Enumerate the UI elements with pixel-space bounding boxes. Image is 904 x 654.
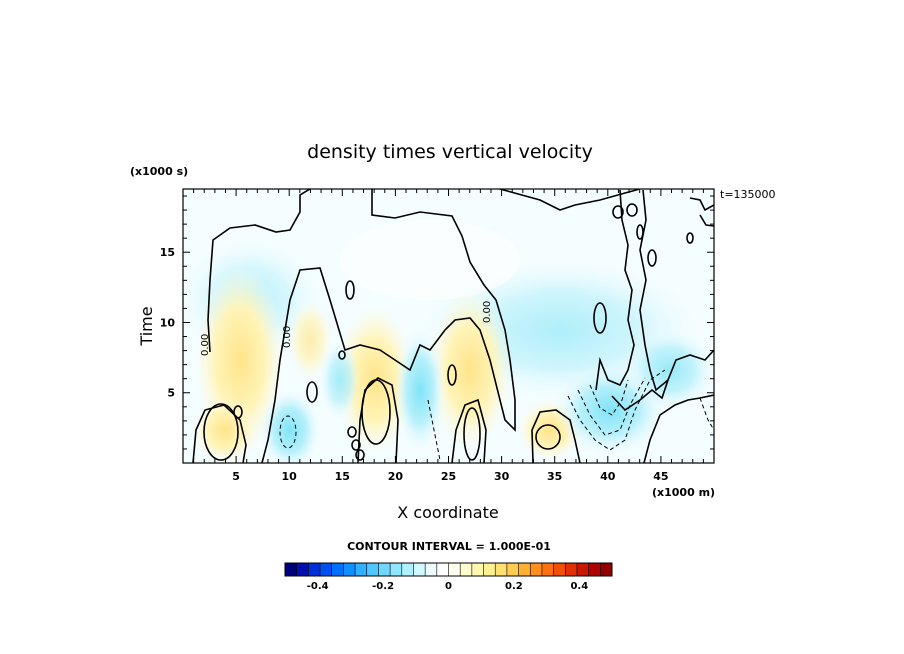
zero-contour-label: 0.00: [282, 326, 293, 348]
colorbar-swatch: [401, 563, 414, 576]
colorbar-swatch: [483, 563, 496, 576]
y-axis-label: Time: [137, 306, 156, 346]
shading-layer: [183, 189, 714, 463]
colorbar-swatch: [285, 563, 298, 576]
axes: 5 10 15 20 25 30 35 40 45 5 10 15: [160, 189, 714, 483]
x-tick-label: 15: [335, 470, 350, 483]
colorbar-swatch: [530, 563, 543, 576]
colorbar-swatch: [331, 563, 344, 576]
colorbar-swatch: [296, 563, 309, 576]
colorbar-tick-label: 0.2: [505, 581, 523, 592]
contour-interval-text: CONTOUR INTERVAL = 1.000E-01: [347, 540, 551, 553]
colorbar-swatch: [518, 563, 531, 576]
colorbar-swatch: [436, 563, 449, 576]
colorbar-swatch: [366, 563, 379, 576]
colorbar-frame: [284, 562, 613, 577]
colorbar-swatch: [308, 563, 321, 576]
y-tick-label: 15: [160, 246, 175, 259]
x-axis-label: X coordinate: [397, 503, 498, 522]
colorbar-swatch: [460, 563, 473, 576]
colorbar-swatch: [425, 563, 438, 576]
colorbar: -0.4 -0.2 0 0.2 0.4: [284, 562, 613, 592]
x-tick-label: 30: [494, 470, 510, 483]
colorbar-swatch: [541, 563, 555, 576]
colorbar-swatch: [448, 563, 461, 576]
y-units-label: (x1000 s): [130, 165, 188, 178]
colorbar-tick-label: 0: [445, 581, 452, 592]
colorbar-swatch: [600, 563, 613, 576]
zero-contour-label: 0.00: [482, 301, 493, 323]
colorbar-swatch: [413, 563, 426, 576]
colorbar-swatch: [576, 563, 590, 576]
colorbar-swatch: [343, 563, 356, 576]
x-tick-label: 25: [441, 470, 456, 483]
colorbar-tick-label: -0.2: [372, 581, 394, 592]
zero-contour-label: 0.00: [200, 334, 211, 356]
x-tick-label: 45: [653, 470, 668, 483]
colorbar-swatch: [378, 563, 391, 576]
time-stamp-label: t=135000: [720, 188, 776, 201]
colorbar-swatch: [588, 563, 601, 576]
colorbar-tick-label: -0.4: [307, 581, 329, 592]
y-tick-label: 10: [160, 316, 176, 329]
negative-contours: [279, 369, 714, 461]
contour-lines: [192, 189, 714, 463]
colorbar-swatch: [495, 563, 508, 576]
colorbar-swatch: [390, 563, 403, 576]
x-tick-label: 35: [547, 470, 562, 483]
zero-contour-labels: 0.00 0.00 0.00: [200, 301, 493, 356]
colorbar-swatch: [471, 563, 485, 576]
colorbar-tick-label: 0.4: [570, 581, 588, 592]
colorbar-swatch: [506, 563, 520, 576]
colorbar-swatch: [565, 563, 578, 576]
colorbar-swatch: [320, 563, 333, 576]
y-tick-label: 5: [167, 387, 175, 400]
colorbar-swatch: [355, 563, 368, 576]
x-tick-label: 10: [282, 470, 298, 483]
plot-area: 0.00 0.00 0.00: [182, 188, 715, 464]
x-tick-label: 40: [600, 470, 616, 483]
colorbar-swatch: [553, 563, 566, 576]
x-tick-label: 5: [232, 470, 240, 483]
x-units-label: (x1000 m): [652, 486, 715, 499]
chart-title: density times vertical velocity: [307, 141, 593, 163]
x-tick-label: 20: [388, 470, 404, 483]
